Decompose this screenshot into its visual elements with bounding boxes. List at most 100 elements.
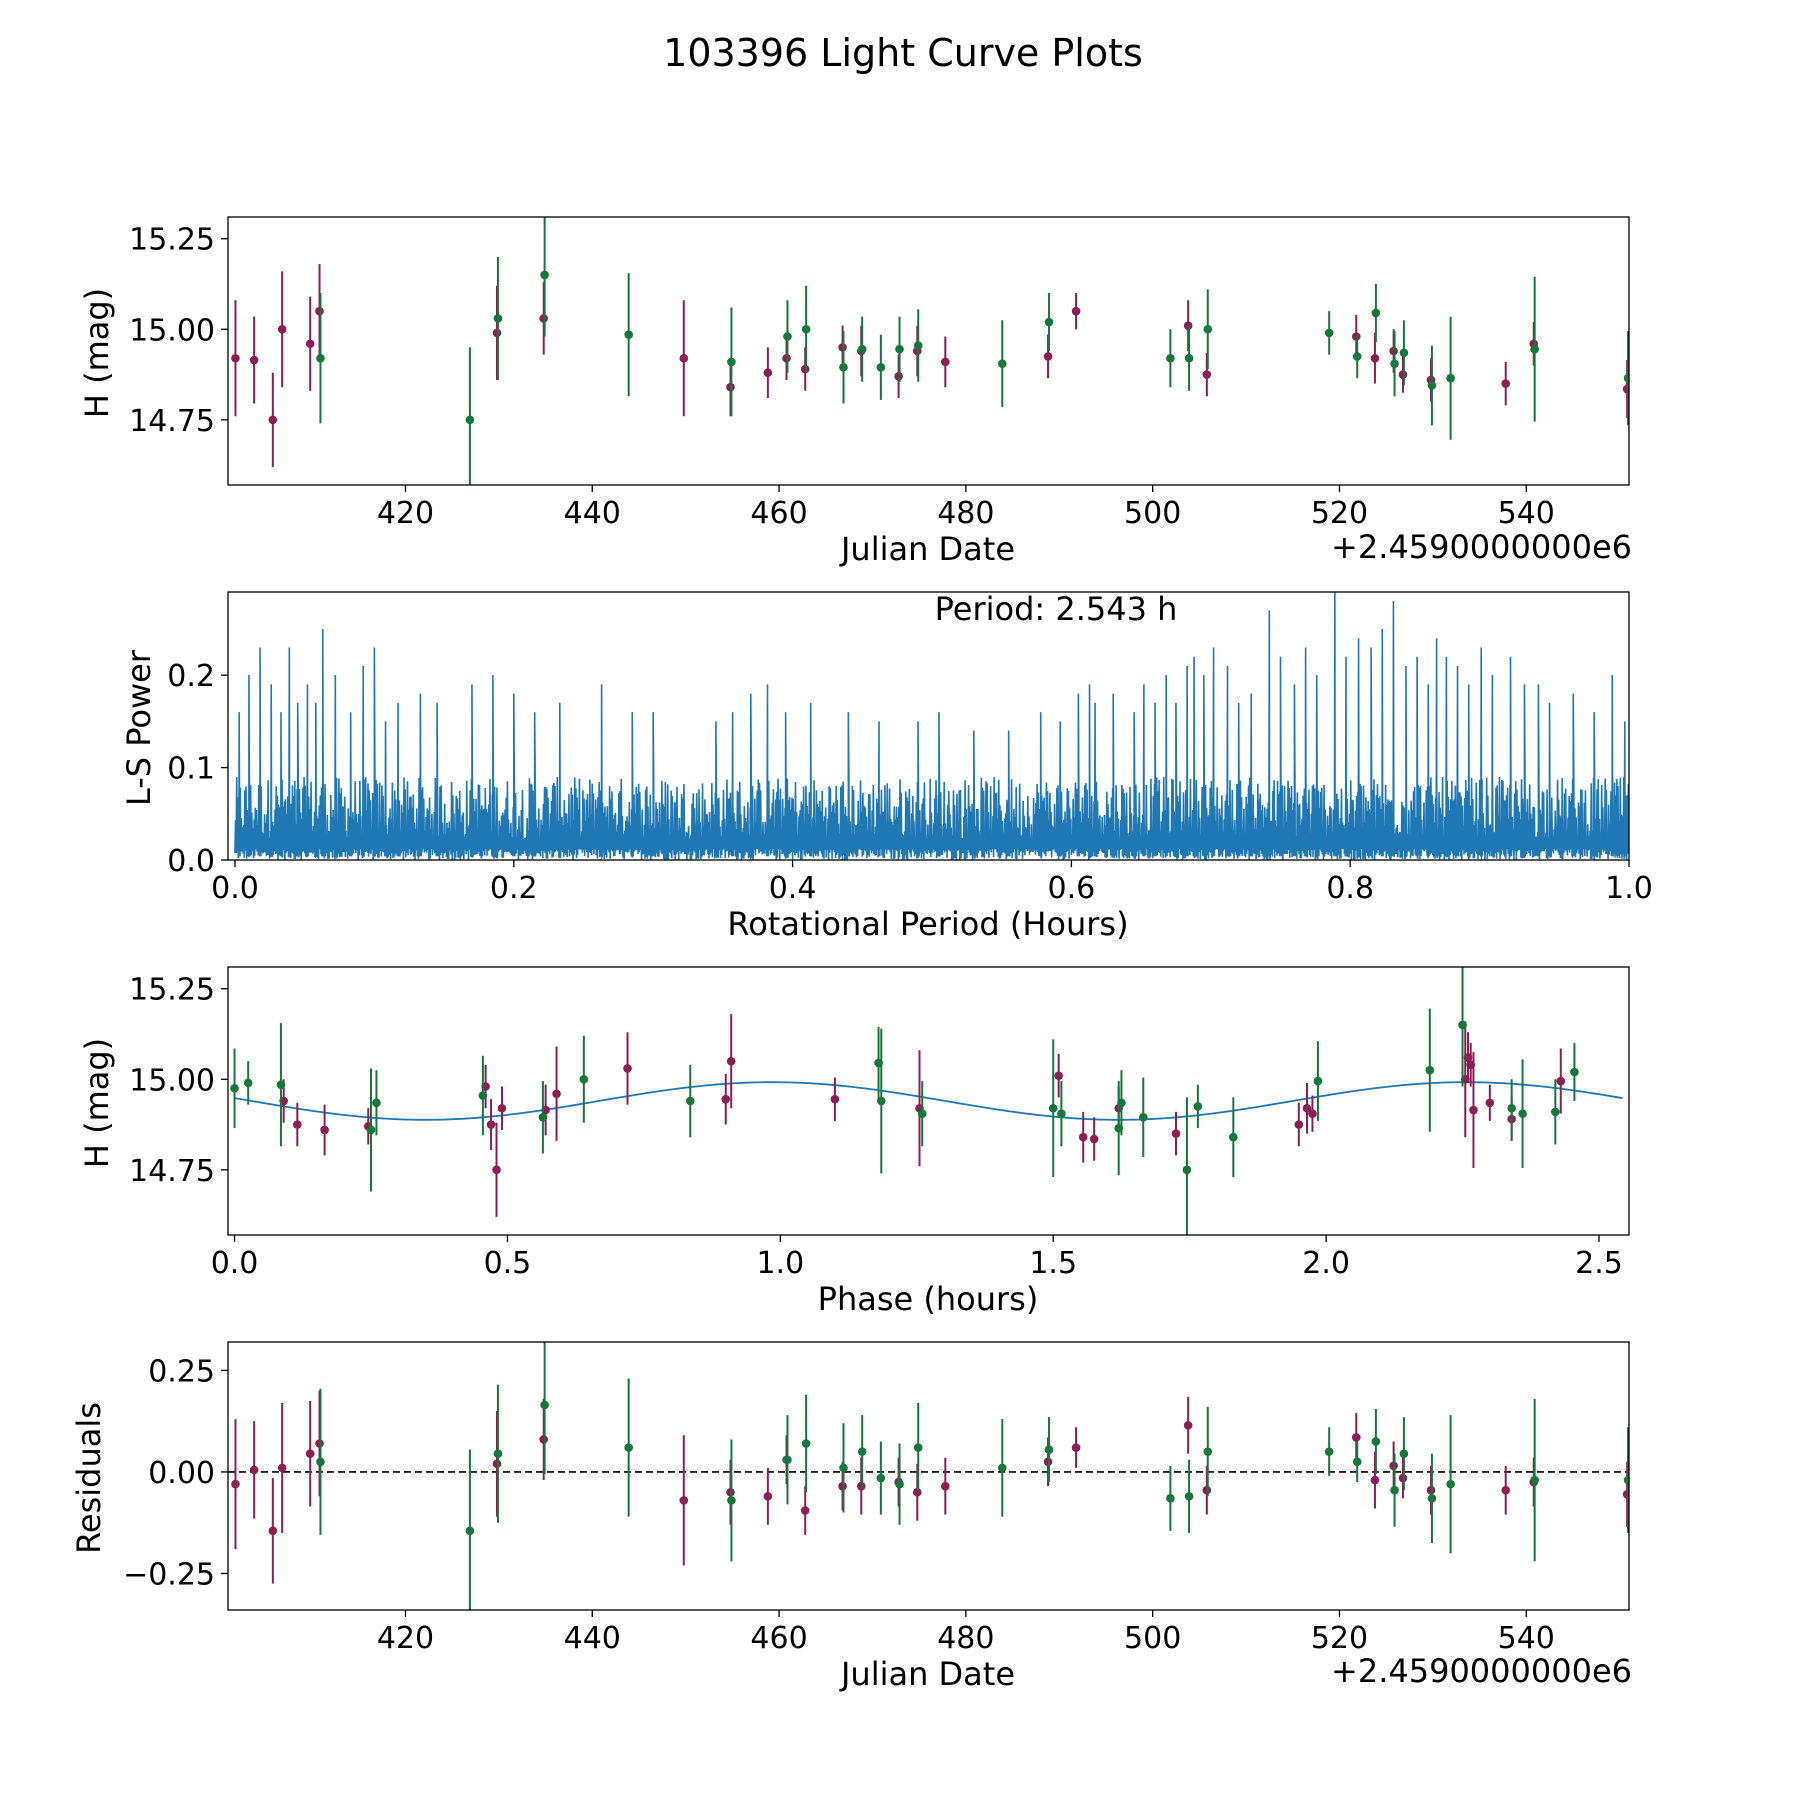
lightcurve-xtick-label: 520 <box>1311 496 1368 531</box>
phased-data-point <box>1308 1109 1317 1118</box>
lightcurve-data-point <box>493 314 503 323</box>
phased-data-point <box>230 1084 239 1093</box>
phased-data-point <box>1057 1109 1066 1118</box>
residuals-data-point <box>941 1481 950 1491</box>
residuals-xtick-label: 440 <box>564 1621 621 1656</box>
phased-series-green <box>230 967 1579 1235</box>
residuals-x-offset: +2.4590000000e6 <box>1331 1652 1632 1690</box>
phased-data-point <box>876 1096 886 1106</box>
residuals-ytick-label: 0.25 <box>148 1354 215 1389</box>
residuals-plot: 420 440 460 480 500 520 540 −0.25 0.00 0.25 <box>123 1341 1630 1656</box>
lightcurve-data-point <box>1071 306 1081 316</box>
periodogram-frame <box>227 591 1630 861</box>
lightcurve-data-point <box>1501 379 1511 388</box>
lightcurve-data-point <box>231 353 240 363</box>
residuals-frame <box>227 1341 1630 1611</box>
phased-data-point <box>478 1091 488 1100</box>
residuals-data-point <box>277 1463 287 1473</box>
periodogram-xtick-label: 0.2 <box>490 871 538 906</box>
lightcurve-frame <box>227 216 1630 486</box>
residuals-data-point <box>1390 1485 1399 1495</box>
periodogram-xtick-label: 0.6 <box>1048 871 1096 906</box>
lightcurve-data-point <box>316 353 325 363</box>
periodogram-xtick-label: 0.4 <box>769 871 817 906</box>
residuals-data-point <box>1427 1494 1437 1503</box>
residuals-xtick-label: 520 <box>1311 1621 1368 1656</box>
residuals-data-point <box>679 1496 689 1505</box>
lightcurve-data-point <box>895 344 904 354</box>
residuals-xtick-label: 540 <box>1498 1621 1555 1656</box>
lightcurve-data-point <box>268 415 278 425</box>
periodogram-ytick-label: 0.2 <box>167 659 215 694</box>
periodogram-xtick-label: 1.0 <box>1605 871 1653 906</box>
residuals-data-point <box>1371 1437 1381 1446</box>
phased-data-point <box>1229 1132 1238 1142</box>
lightcurve-data-point <box>249 355 259 365</box>
periodogram-ytick-label: 0.1 <box>167 752 215 787</box>
lightcurve-data-point <box>1352 352 1362 361</box>
phased-data-point <box>721 1094 731 1104</box>
phased-data-point <box>492 1165 501 1175</box>
figure-title: 103396 Light Curve Plots <box>663 31 1143 75</box>
residuals-data-point <box>1183 1420 1193 1430</box>
phased-data-point <box>486 1120 496 1129</box>
lightcurve-xtick-label: 480 <box>937 496 994 531</box>
lightcurve-data-point <box>624 330 633 340</box>
lightcurve-data-point <box>913 341 923 350</box>
residuals-data-point <box>763 1492 773 1501</box>
phased-data-point <box>1089 1134 1099 1144</box>
residuals-data-point <box>1446 1479 1455 1489</box>
lightcurve-ylabel: H (mag) <box>78 288 116 418</box>
residuals-data-point <box>540 1400 549 1410</box>
lightcurve-data-point <box>277 324 287 334</box>
lightcurve-data-point <box>1324 328 1334 338</box>
residuals-xtick-label: 460 <box>750 1621 807 1656</box>
phased-frame <box>227 966 1630 1236</box>
phased-plot: 0.0 0.5 1.0 1.5 2.0 2.5 14.75 15.00 15.25 <box>129 966 1630 1281</box>
residuals-xtick-label: 500 <box>1124 1621 1181 1656</box>
phased-data-point <box>1138 1112 1148 1122</box>
lightcurve-data-point <box>1623 373 1629 383</box>
residuals-data-point <box>839 1463 848 1473</box>
phased-data-point <box>1182 1165 1192 1175</box>
residuals-series-green <box>316 1342 1629 1610</box>
period-annotation: Period: 2.543 h <box>935 590 1178 628</box>
lightcurve-x-offset: +2.4590000000e6 <box>1331 528 1632 566</box>
phased-data-point <box>1425 1065 1435 1075</box>
lightcurve-data-point <box>839 362 848 372</box>
phased-data-point <box>1570 1067 1579 1077</box>
lightcurve-data-point <box>1043 352 1053 361</box>
residuals-data-point <box>1071 1443 1081 1452</box>
phased-xtick-label: 2.5 <box>1575 1246 1623 1281</box>
residuals-data-point <box>997 1463 1007 1473</box>
lightcurve-data-point <box>1370 353 1380 363</box>
residuals-data-point <box>727 1496 736 1505</box>
phased-model-fit-curve <box>234 1081 1623 1121</box>
phased-data-point <box>1054 1071 1063 1080</box>
residuals-data-point <box>876 1473 886 1483</box>
residuals-data-point <box>624 1443 633 1452</box>
phased-data-point <box>685 1096 695 1106</box>
phased-data-point <box>1302 1103 1312 1113</box>
phased-data-point <box>497 1103 507 1113</box>
lightcurve-data-point <box>763 368 773 378</box>
periodogram-xlabel: Rotational Period (Hours) <box>727 905 1128 943</box>
lightcurve-data-point <box>857 344 867 354</box>
phased-data-point <box>623 1064 632 1073</box>
lightcurve-data-point <box>1399 348 1409 358</box>
phased-xtick-label: 0.5 <box>484 1246 532 1281</box>
periodogram-panel: L-S Power Rotational Period (Hours) Peri… <box>120 590 1177 943</box>
lightcurve-data-point <box>941 357 950 367</box>
lightcurve-plot: 420 440 460 480 500 520 540 14.75 15.00 15.25 <box>129 216 1630 531</box>
lightcurve-xtick-label: 540 <box>1498 496 1555 531</box>
periodogram-ytick-label: 0.0 <box>167 844 215 879</box>
phased-ytick-label: 15.00 <box>129 1063 215 1098</box>
residuals-data-point <box>913 1443 923 1452</box>
lightcurve-data-point <box>465 415 475 425</box>
lightcurve-xlabel: Julian Date <box>839 530 1015 568</box>
residuals-data-point <box>1501 1485 1511 1495</box>
lightcurve-data-point <box>1203 324 1213 334</box>
lightcurve-series-green <box>316 217 1629 485</box>
residuals-data-point <box>1351 1433 1361 1442</box>
